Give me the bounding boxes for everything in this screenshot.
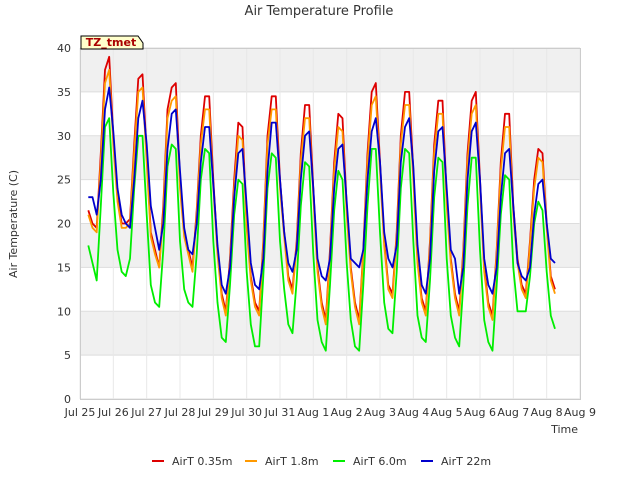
x-tick-label: Jul 27 bbox=[130, 406, 162, 419]
x-tick-label: Aug 3 bbox=[364, 406, 396, 419]
x-tick-label: Aug 9 bbox=[564, 406, 596, 419]
legend-label: AirT 0.35m bbox=[172, 455, 233, 468]
x-axis-label: Time bbox=[550, 423, 578, 436]
y-tick-label: 35 bbox=[57, 86, 71, 99]
x-tick-label: Jul 30 bbox=[230, 406, 262, 419]
y-tick-label: 40 bbox=[57, 42, 71, 55]
x-tick-label: Aug 2 bbox=[331, 406, 363, 419]
y-tick-label: 25 bbox=[57, 174, 71, 187]
plot-band bbox=[80, 355, 580, 399]
plot-band bbox=[80, 48, 580, 92]
x-tick-label: Jul 29 bbox=[197, 406, 229, 419]
site-label-text: TZ_tmet bbox=[86, 36, 136, 49]
y-axis-label: Air Temperature (C) bbox=[7, 170, 20, 278]
x-tick-label: Jul 31 bbox=[264, 406, 296, 419]
y-tick-label: 10 bbox=[57, 305, 71, 318]
x-tick-label: Aug 7 bbox=[497, 406, 529, 419]
y-tick-label: 15 bbox=[57, 261, 71, 274]
legend-label: AirT 1.8m bbox=[265, 455, 319, 468]
x-tick-label: Jul 28 bbox=[164, 406, 196, 419]
y-tick-label: 0 bbox=[64, 393, 71, 406]
series-line-3 bbox=[87, 117, 556, 352]
y-tick-label: 30 bbox=[57, 130, 71, 143]
site-label-badge: TZ_tmet bbox=[80, 35, 144, 50]
series-line-4 bbox=[88, 86, 556, 295]
y-tick-label: 5 bbox=[64, 349, 71, 362]
x-tick-label: Aug 1 bbox=[297, 406, 329, 419]
legend: AirT 0.35m AirT 1.8m AirT 6.0m AirT 22m bbox=[152, 455, 491, 468]
y-axis-ticks: 0 5 10 15 20 25 30 35 40 bbox=[57, 42, 71, 406]
series-group bbox=[87, 55, 556, 352]
x-tick-label: Jul 26 bbox=[97, 406, 129, 419]
y-tick-label: 20 bbox=[57, 218, 71, 231]
x-tick-label: Aug 4 bbox=[397, 406, 429, 419]
plot-band bbox=[80, 179, 580, 224]
site-label-box bbox=[80, 35, 144, 50]
plot-band bbox=[80, 311, 580, 356]
x-tick-label: Aug 6 bbox=[464, 406, 496, 419]
x-axis-ticks: Jul 25 Jul 26 Jul 27 Jul 28 Jul 29 Jul 30 Jul … bbox=[64, 406, 596, 419]
x-tick-label: Aug 5 bbox=[431, 406, 463, 419]
plot-band bbox=[80, 91, 580, 136]
chart-title: Air Temperature Profile bbox=[245, 4, 394, 19]
legend-label: AirT 6.0m bbox=[353, 455, 407, 468]
plot-band bbox=[80, 135, 580, 180]
legend-label: AirT 22m bbox=[441, 455, 491, 468]
plot-frame bbox=[80, 48, 581, 400]
x-tick-label: Aug 8 bbox=[531, 406, 563, 419]
x-tick-label: Jul 25 bbox=[64, 406, 96, 419]
